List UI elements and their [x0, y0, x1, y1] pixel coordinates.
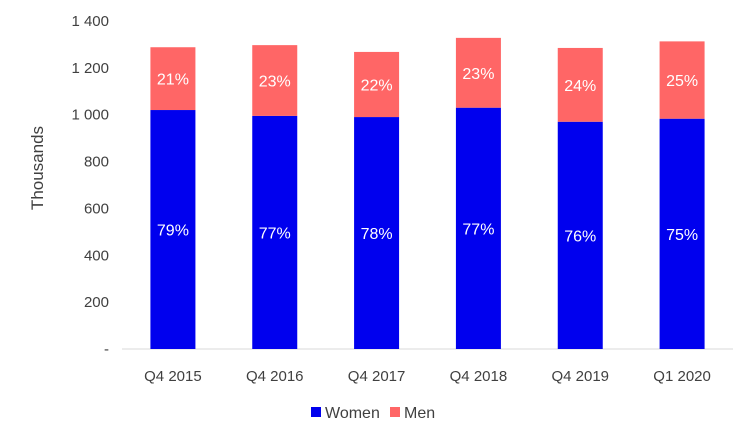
legend-label-women: Women — [325, 405, 380, 422]
plot-area: 79% 21% 77% 23% 78% 22% 77% 23% 76% 24% 75% 25% — [150, 37, 705, 350]
legend-swatch-men — [390, 407, 400, 417]
y-tick-label: 800 — [84, 154, 109, 171]
legend-swatch-women — [311, 407, 321, 417]
data-label-women: 75% — [666, 227, 698, 244]
x-tick-label: Q4 2015 — [144, 368, 202, 385]
bar-men — [252, 45, 298, 116]
bar-women — [150, 110, 196, 350]
bar-men — [659, 41, 705, 119]
y-tick-label: 1 200 — [71, 60, 109, 77]
y-tick-label: 200 — [84, 294, 109, 311]
data-label-men: 23% — [259, 74, 291, 91]
data-label-women: 77% — [259, 225, 291, 242]
data-label-men: 25% — [666, 73, 698, 90]
data-label-women: 78% — [361, 226, 393, 243]
data-label-men: 23% — [462, 66, 494, 83]
data-label-men: 22% — [361, 77, 393, 94]
y-axis-title: Thousands — [28, 126, 47, 210]
bar-women — [557, 121, 603, 349]
y-tick-label: 1 000 — [71, 107, 109, 124]
y-tick-label: 400 — [84, 247, 109, 264]
bar-men — [455, 37, 501, 108]
bar-women — [252, 115, 298, 349]
bar-women — [455, 107, 501, 349]
bar-women — [659, 118, 705, 349]
bar-women — [354, 117, 400, 349]
data-label-men: 24% — [564, 78, 596, 95]
legend: Women Men — [311, 405, 435, 422]
legend-label-men: Men — [404, 405, 435, 422]
y-tick-label: 1 400 — [71, 13, 109, 30]
data-label-women: 77% — [462, 221, 494, 238]
data-label-men: 21% — [157, 72, 189, 89]
x-tick-label: Q4 2016 — [246, 368, 304, 385]
y-tick-label: - — [104, 341, 109, 358]
x-axis: Q4 2015 Q4 2016 Q4 2017 Q4 2018 Q4 2019 Q1 20… — [144, 368, 711, 385]
data-label-women: 79% — [157, 223, 189, 240]
x-tick-label: Q1 2020 — [653, 368, 711, 385]
x-tick-label: Q4 2017 — [348, 368, 406, 385]
bar-men — [150, 47, 196, 111]
x-tick-label: Q4 2019 — [551, 368, 609, 385]
data-label-women: 76% — [564, 228, 596, 245]
bar-men — [354, 51, 400, 118]
bar-men — [557, 47, 603, 122]
y-tick-label: 600 — [84, 200, 109, 217]
y-axis: - 200 400 600 800 1 000 1 200 1 400 — [71, 13, 109, 358]
x-tick-label: Q4 2018 — [450, 368, 508, 385]
